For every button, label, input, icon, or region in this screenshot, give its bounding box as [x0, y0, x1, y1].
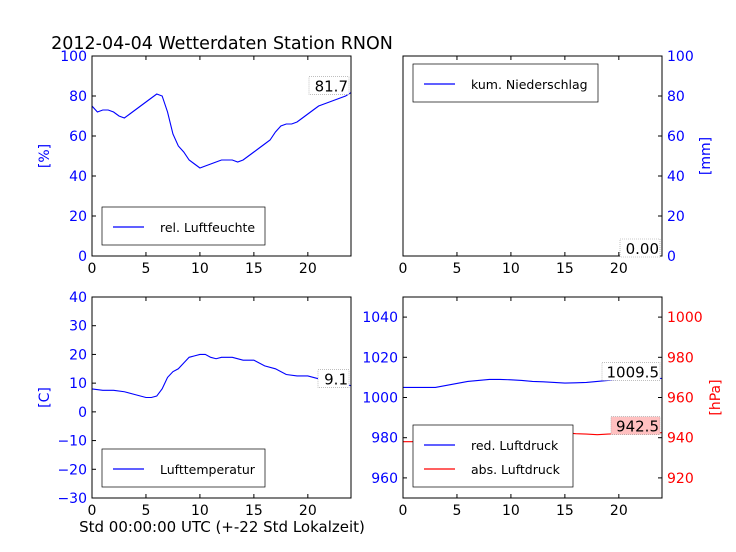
y-tick-label: 1000	[362, 391, 398, 407]
legend: rel. Luftfeuchte	[101, 206, 266, 246]
y-right-axis-label: [hPa]	[708, 379, 724, 415]
figure-xlabel: Std 00:00:00 UTC (+-22 Std Lokalzeit)	[79, 518, 365, 536]
y-tick-label: 30	[69, 319, 87, 335]
value-annotation-box	[317, 369, 350, 389]
panel-precipitation: 0 5 10 15 20 0 20 40 60 80 100 [mm] 0.00 kum. Nieders…	[399, 49, 714, 277]
y-tick-label: 40	[667, 169, 685, 185]
y-tick-label: 80	[69, 89, 87, 105]
axes-frame	[91, 296, 352, 499]
x-tick-label: 0	[399, 261, 408, 277]
y-right-tick-label: 980	[667, 350, 694, 366]
x-tick-label: 20	[299, 261, 317, 277]
legend-label: rel. Luftfeuchte	[160, 220, 255, 235]
x-tick-label: 5	[141, 503, 150, 519]
y-right-tick-label: 940	[667, 431, 694, 447]
x-tick-label: 15	[245, 503, 263, 519]
x-tick-label: 5	[141, 261, 150, 277]
y-axis-label: [%]	[37, 144, 53, 168]
value-annotation-box	[610, 416, 661, 435]
y-tick-label: −10	[57, 434, 87, 450]
axes-frame	[402, 55, 663, 257]
legend-label: Lufttemperatur	[160, 462, 256, 477]
value-annotation-box	[308, 76, 350, 95]
y-tick-label: 60	[667, 129, 685, 145]
panel-pressure: 0 5 10 15 20 960 980 1000 1020 1040 920 940 960 980 10…	[362, 296, 724, 519]
series-line-0	[92, 353, 351, 399]
series-line-0	[92, 92, 351, 169]
x-tick-label: 10	[191, 261, 209, 277]
y-tick-label: 1040	[362, 310, 398, 326]
y-tick-label: 980	[371, 431, 398, 447]
y-tick-label: −20	[57, 462, 87, 478]
legend-box	[101, 206, 266, 246]
x-tick-label: 15	[245, 261, 263, 277]
value-annotation: 942.5	[616, 418, 659, 436]
y-tick-label: −30	[57, 491, 87, 507]
panel-humidity: 0 5 10 15 20 0 20 40 60 80 100 [%] 81.7 rel. Luftfeuc…	[37, 49, 352, 277]
legend-box	[101, 448, 266, 488]
x-tick-label: 10	[502, 503, 520, 519]
y-tick-label: 0	[667, 249, 676, 265]
y-tick-label: 80	[667, 89, 685, 105]
y-right-tick-label: 1000	[667, 310, 703, 326]
y-axis-label: [C]	[37, 387, 53, 408]
x-tick-label: 15	[556, 261, 574, 277]
y-tick-label: 20	[69, 209, 87, 225]
x-tick-label: 5	[452, 261, 461, 277]
x-tick-label: 15	[556, 503, 574, 519]
value-annotation: 9.1	[324, 371, 348, 389]
value-annotation: 81.7	[315, 78, 348, 96]
y-tick-label: 0	[78, 405, 87, 421]
x-tick-label: 10	[502, 261, 520, 277]
y-right-tick-label: 960	[667, 391, 694, 407]
x-tick-label: 0	[399, 503, 408, 519]
y-tick-label: 40	[69, 290, 87, 306]
value-annotation: 0.00	[626, 240, 659, 258]
y-tick-label: 100	[667, 49, 694, 65]
y-axis-label: [mm]	[698, 137, 714, 175]
x-tick-label: 10	[191, 503, 209, 519]
value-annotation-box	[619, 238, 661, 258]
y-tick-label: 10	[69, 376, 87, 392]
x-tick-label: 20	[610, 261, 628, 277]
y-tick-label: 960	[371, 471, 398, 487]
legend: red. Luftdruck abs. Luftdruck	[412, 424, 574, 488]
panel-temperature: 0 5 10 15 20 −30 −20 −10 0 10 20 30 40 [C] 9.1 Lufttemp…	[37, 290, 352, 519]
legend-box	[412, 424, 574, 488]
legend-box	[412, 63, 599, 103]
figure-title: 2012-04-04 Wetterdaten Station RNON	[51, 34, 393, 54]
value-annotation: 1009.5	[607, 363, 660, 381]
y-tick-label: 0	[78, 249, 87, 265]
y-tick-label: 60	[69, 129, 87, 145]
legend: Lufttemperatur	[101, 448, 266, 488]
legend-label: red. Luftdruck	[471, 438, 559, 453]
legend-label: abs. Luftdruck	[471, 462, 561, 477]
y-right-tick-label: 920	[667, 471, 694, 487]
y-tick-label: 20	[69, 347, 87, 363]
axes-frame	[91, 55, 352, 257]
x-tick-label: 0	[88, 261, 97, 277]
y-tick-label: 100	[60, 49, 87, 65]
x-tick-label: 0	[88, 503, 97, 519]
x-tick-label: 20	[299, 503, 317, 519]
y-tick-label: 20	[667, 209, 685, 225]
legend: kum. Niederschlag	[412, 63, 599, 103]
legend-label: kum. Niederschlag	[471, 77, 588, 92]
y-tick-label: 1020	[362, 350, 398, 366]
y-tick-label: 40	[69, 169, 87, 185]
x-tick-label: 5	[452, 503, 461, 519]
value-annotation-box	[601, 362, 661, 381]
x-tick-label: 20	[610, 503, 628, 519]
